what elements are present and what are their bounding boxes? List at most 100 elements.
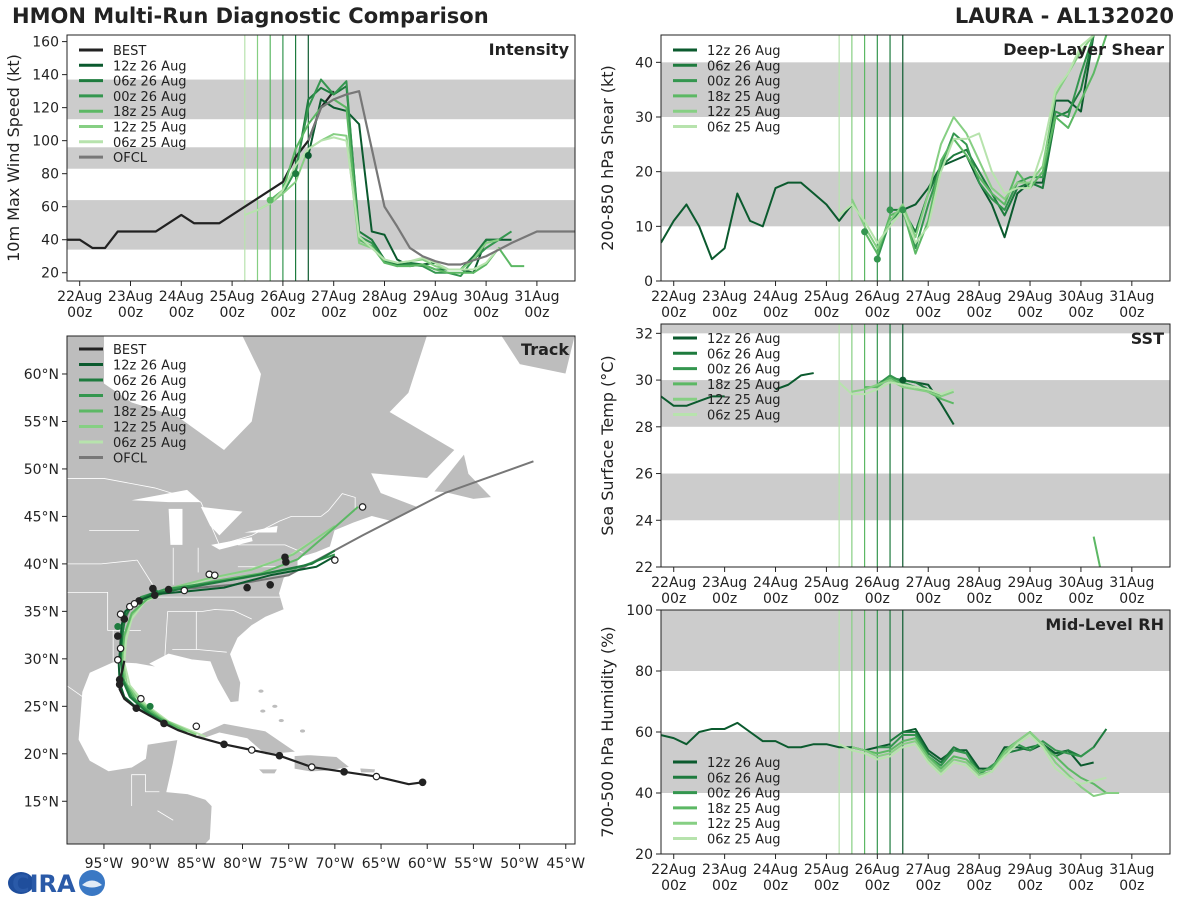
x-tick-label-hour: 00z [661, 591, 686, 607]
x-tick-label-hour: 00z [524, 305, 549, 321]
y-tick-label: 100 [626, 603, 653, 619]
y-tick-label: 20 [635, 165, 653, 181]
series-line-06z-25-aug [838, 35, 1095, 244]
x-tick-label-day: 23Aug [702, 289, 747, 305]
y-tick-label: 60 [635, 725, 653, 741]
best-track-point-filled [132, 704, 141, 713]
x-tick-label-hour: 00z [814, 591, 839, 607]
best-track-point-open [116, 644, 125, 653]
chart-title: HMON Multi-Run Diagnostic Comparison [12, 4, 489, 28]
y-tick-label: 24 [635, 513, 653, 529]
x-tick-label-day: 31Aug [1109, 862, 1154, 878]
x-tick-label-day: 26Aug [260, 289, 305, 305]
best-track-point-open [116, 610, 125, 619]
series-line-06z-25-aug [244, 136, 500, 271]
legend-label: 06z 26 Aug [707, 59, 781, 74]
intensity-panel: 2040608010012014016022Aug00z23Aug00z24Au… [4, 34, 576, 321]
bahamas-island [299, 728, 306, 734]
x-tick-label-day: 26Aug [855, 289, 900, 305]
y-tick-label: 60 [41, 200, 59, 216]
best-track-point-filled [275, 751, 284, 760]
y-tick-label: 20 [41, 266, 59, 282]
data-point-marker [266, 196, 274, 204]
best-track-point-open [307, 763, 316, 771]
x-tick-label-hour: 00z [865, 591, 890, 607]
best-track-point-open [114, 655, 122, 664]
latitude-tick-label: 45°N [24, 509, 59, 525]
legend-label: BEST [113, 343, 146, 358]
x-tick-label-day: 24Aug [753, 575, 798, 591]
plot-frame [660, 323, 1171, 568]
great-lake [244, 525, 278, 533]
x-tick-label-hour: 00z [118, 305, 143, 321]
state-border [167, 609, 252, 620]
logo-text: CIRA [12, 870, 76, 898]
best-track-point-filled [149, 584, 157, 593]
x-tick-label-hour: 00z [1119, 878, 1144, 894]
best-track-point-filled [160, 719, 168, 728]
best-track-point-filled [164, 585, 173, 594]
x-tick-label-day: 28Aug [957, 862, 1002, 878]
plot-background [661, 324, 1170, 567]
best-track-point-filled [281, 553, 289, 562]
y-tick-label: 32 [635, 326, 653, 342]
best-track-point-open [331, 556, 339, 564]
x-tick-label-hour: 00z [967, 878, 992, 894]
x-tick-label-hour: 00z [865, 878, 890, 894]
x-tick-label-hour: 00z [321, 305, 346, 321]
legend-label: 12z 25 Aug [707, 393, 781, 408]
longitude-tick-label: 95°W [85, 856, 124, 872]
x-tick-label-day: 25Aug [804, 862, 849, 878]
x-tick-label-hour: 00z [372, 305, 397, 321]
x-tick-label-day: 22Aug [651, 289, 696, 305]
state-border [67, 591, 114, 662]
x-tick-label-hour: 00z [220, 305, 245, 321]
best-track-point-filled [114, 632, 122, 640]
x-tick-label-day: 24Aug [159, 289, 204, 305]
legend-label: 12z 25 Aug [113, 121, 187, 136]
puerto-rico-landmass [359, 767, 376, 774]
x-tick-label-hour: 00z [661, 305, 686, 321]
x-tick-label-hour: 00z [916, 305, 941, 321]
series-line-06z-25-aug [838, 381, 955, 396]
panel-title: Track [521, 340, 569, 359]
threshold-band [67, 200, 575, 250]
y-tick-label: 40 [635, 55, 653, 71]
x-tick-label-hour: 00z [1017, 591, 1042, 607]
shear-panel: 01020304022Aug00z23Aug00z24Aug00z25Aug00… [598, 34, 1171, 321]
series-group [661, 372, 1101, 567]
x-tick-label-hour: 00z [814, 305, 839, 321]
y-tick-label: 160 [32, 35, 59, 51]
x-tick-label-hour: 00z [916, 591, 941, 607]
series-line-ofcl [307, 90, 575, 266]
legend-label: 12z 26 Aug [113, 59, 187, 74]
latitude-tick-label: 30°N [24, 652, 59, 668]
y-tick-label: 22 [635, 560, 653, 576]
track-point-marker [114, 623, 122, 631]
state-border [157, 810, 174, 821]
state-border [164, 611, 169, 657]
panel-title: Deep-Layer Shear [1003, 40, 1164, 59]
cuba-landmass [195, 722, 298, 756]
y-tick-label: 120 [32, 101, 59, 117]
legend-label: 00z 26 Aug [707, 787, 781, 802]
greenland-landmass [427, 336, 575, 375]
x-tick-label-day: 31Aug [514, 289, 559, 305]
state-border [196, 648, 227, 653]
rh-panel: 2040608010022Aug00z23Aug00z24Aug00z25Aug… [598, 603, 1171, 894]
legend-label: 12z 25 Aug [113, 421, 187, 436]
x-tick-label-day: 27Aug [906, 862, 951, 878]
best-track-point-filled [115, 680, 124, 689]
panel-title: SST [1131, 329, 1164, 348]
legend-label: 06z 26 Aug [707, 771, 781, 786]
x-tick-label-day: 24Aug [753, 289, 798, 305]
y-tick-label: 40 [41, 233, 59, 249]
best-track-point-open [137, 694, 145, 703]
x-tick-label-hour: 00z [474, 305, 499, 321]
x-tick-label-hour: 00z [763, 878, 788, 894]
x-tick-label-day: 27Aug [311, 289, 356, 305]
legend-label: 06z 25 Aug [113, 136, 187, 151]
longitude-tick-label: 80°W [223, 856, 262, 872]
x-tick-label-hour: 00z [1119, 305, 1144, 321]
